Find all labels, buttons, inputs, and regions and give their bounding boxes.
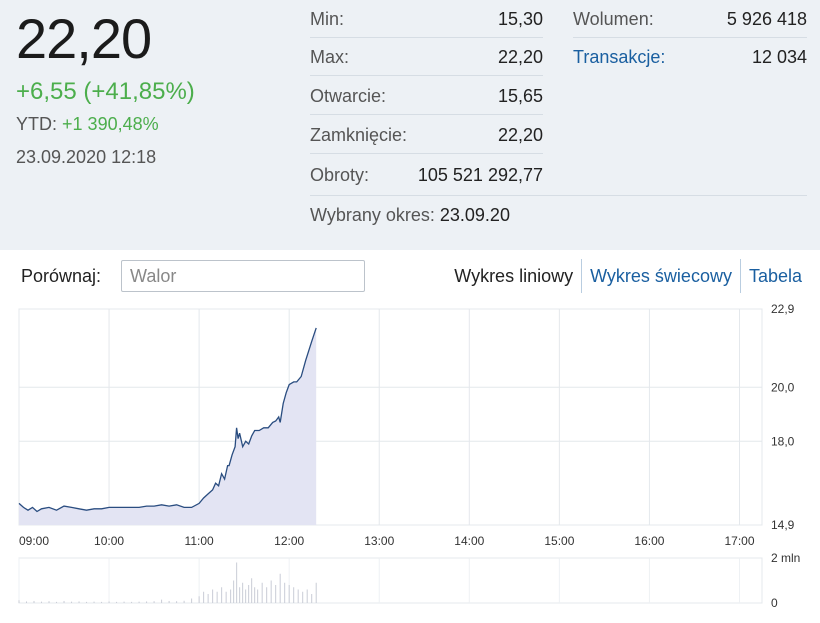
tab-table[interactable]: Tabela [739,259,802,293]
stat-value: 22,20 [497,125,543,145]
stat-min: Min: 15,30 [310,0,543,38]
tab-line-chart[interactable]: Wykres liniowy [454,266,574,286]
y-tick-label: 18,0 [771,434,795,448]
x-tick-label: 16:00 [634,534,664,548]
stat-value: 105 521 292,77 [417,165,543,185]
price-change: +6,55 (+41,85%) [16,78,195,105]
divider [310,195,807,196]
plot-frame [18,308,763,526]
y-tick-label: 14,9 [771,518,795,532]
chart-type-tabs: Wykres liniowy Wykres świecowy Tabela [446,258,802,294]
stat-value: 15,65 [497,86,543,106]
stat-turnover: Obroty: 105 521 292,77 [310,156,543,194]
ytd-label: YTD: [16,114,58,134]
quote-panel: 22,20 +6,55 (+41,85%) YTD: +1 390,48% 23… [0,0,820,250]
x-tick-label: 14:00 [454,534,484,548]
x-tick-label: 09:00 [19,534,49,548]
compare-input[interactable] [121,260,365,292]
selected-period: Wybrany okres: 23.09.20 [310,196,807,234]
ytd-change: YTD: +1 390,48% [16,114,159,135]
stat-value: 12 034 [751,47,807,67]
stat-label: Otwarcie: [310,86,387,106]
period-value: 23.09.20 [439,205,510,225]
x-tick-label: 10:00 [94,534,124,548]
price-line [18,327,317,513]
ytd-value: +1 390,48% [62,114,159,134]
stat-max: Max: 22,20 [310,38,543,76]
x-tick-label: 12:00 [274,534,304,548]
compare-label: Porównaj: [21,266,102,286]
x-tick-label: 11:00 [185,534,214,548]
stat-transactions[interactable]: Transakcje: 12 034 [573,38,807,76]
stat-open: Otwarcie: 15,65 [310,77,543,115]
price-area [19,327,317,525]
stat-label: Wolumen: [573,9,654,29]
stat-close: Zamknięcie: 22,20 [310,116,543,154]
y-tick-label: 22,9 [771,302,795,316]
stat-value: 5 926 418 [726,9,807,29]
stat-value: 15,30 [497,9,543,29]
stat-value: 22,20 [497,47,543,67]
stat-label: Min: [310,9,345,29]
current-price: 22,20 [16,7,152,70]
stat-label-link[interactable]: Transakcje: [573,47,666,67]
stat-volume: Wolumen: 5 926 418 [573,0,807,38]
period-label: Wybrany okres: [310,205,435,225]
stat-label: Max: [310,47,350,67]
x-tick-label: 17:00 [724,534,754,548]
x-tick-label: 13:00 [364,534,394,548]
stat-label: Obroty: [310,165,370,185]
volume-y-tick-label: 2 mln [771,551,800,565]
volume-frame [18,557,763,604]
volume-y-tick-label: 0 [771,596,778,610]
tab-candle-chart[interactable]: Wykres świecowy [581,259,740,293]
x-tick-label: 15:00 [544,534,574,548]
y-tick-label: 20,0 [771,380,795,394]
quote-datetime: 23.09.2020 12:18 [16,147,157,167]
stat-label: Zamknięcie: [310,125,408,145]
